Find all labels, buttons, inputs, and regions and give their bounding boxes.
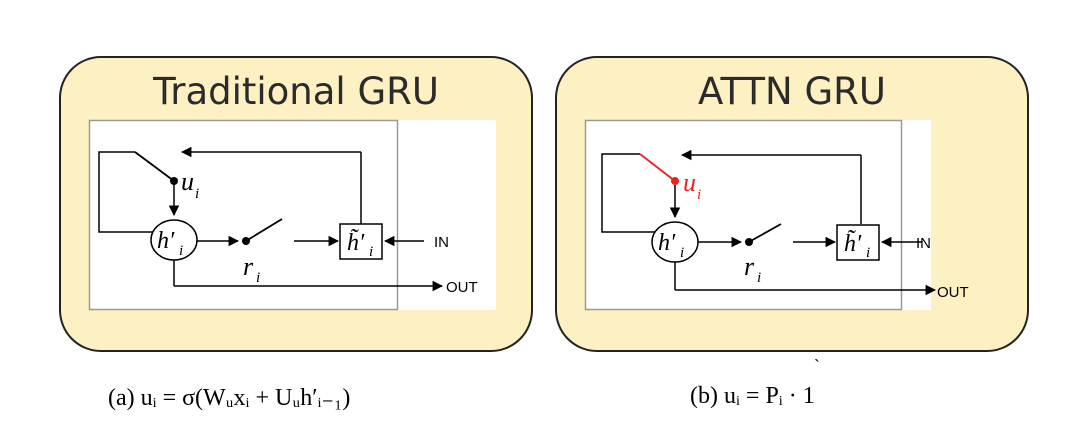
update-gate-label: u	[683, 168, 696, 197]
update-gate-sub: i	[195, 186, 199, 202]
gru-schematic: h′ i u i r i h̃′ i IN OUT	[88, 119, 496, 311]
reset-switch-line	[245, 218, 283, 242]
gru-schematic: h′ i u i r i h̃′ i IN OUT	[584, 119, 969, 311]
candidate-box	[836, 224, 880, 261]
candidate-box	[339, 223, 383, 260]
candidate-sub: i	[369, 244, 373, 260]
update-switch-dot	[671, 177, 679, 185]
reset-gate-label: r	[744, 252, 755, 281]
hidden-label: h′	[157, 228, 175, 254]
reset-switch-line	[748, 223, 782, 243]
hidden-sub: i	[179, 243, 183, 259]
candidate-label: h̃′	[347, 228, 365, 256]
loop-left-wire	[601, 153, 657, 233]
attn-gru-panel: ATTN GRU h′ i u i r i	[555, 56, 1029, 352]
update-gate-label: u	[181, 167, 194, 196]
reset-gate-sub: i	[256, 270, 260, 286]
caption-b: (b) uᵢ = Pᵢ · 1	[690, 383, 815, 409]
update-gate-sub: i	[697, 187, 701, 203]
input-label: IN	[434, 234, 449, 251]
panel-title: Traditional GRU	[153, 70, 439, 113]
output-label: OUT	[937, 284, 969, 301]
traditional-gru-panel: Traditional GRU h′ i u i	[59, 56, 533, 352]
update-switch-line	[134, 151, 175, 182]
gru-diagram: h′ i u i r i h̃′ i IN OUT	[584, 119, 969, 311]
update-switch-line	[639, 153, 676, 182]
candidate-sub: i	[866, 245, 870, 261]
gru-diagram: h′ i u i r i h̃′ i IN OUT	[88, 119, 478, 311]
hidden-sub: i	[680, 245, 684, 261]
caption-a: (a) uᵢ = σ(Wᵤxᵢ + Uᵤh′ᵢ₋₁)	[108, 385, 351, 411]
schematic-border	[584, 119, 903, 311]
stray-mark: `	[814, 356, 820, 376]
reset-gate-label: r	[243, 252, 254, 281]
update-switch-dot	[170, 177, 178, 185]
output-label: OUT	[446, 279, 478, 296]
input-label: IN	[916, 235, 931, 252]
candidate-label: h̃′	[844, 229, 862, 257]
schematic-border	[88, 119, 399, 311]
hidden-label: h′	[658, 230, 676, 256]
panel-title: ATTN GRU	[698, 70, 886, 113]
reset-gate-sub: i	[757, 270, 761, 286]
loop-left-wire	[98, 151, 155, 233]
